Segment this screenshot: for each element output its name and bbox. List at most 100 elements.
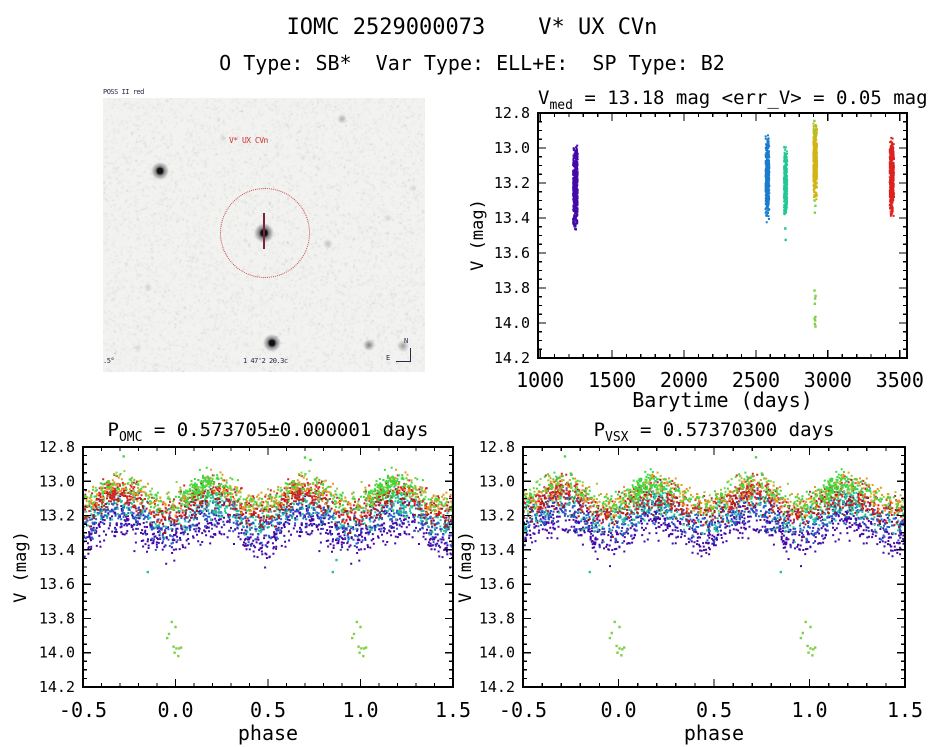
y-tick-label: 13.0 [479, 472, 515, 490]
y-tick-label: 13.0 [39, 472, 75, 490]
series-s-red [522, 472, 906, 526]
y-tick-label: 14.2 [39, 678, 75, 696]
y-tick-label: 13.2 [39, 507, 75, 525]
phase-omc-title-sub: OMC [118, 430, 143, 445]
phase-omc-xlabel: phase [237, 721, 299, 745]
y-tick-label: 13.0 [494, 139, 530, 157]
timeseries-title-sub: med [549, 98, 573, 113]
x-tick-label: 1.5 [435, 698, 471, 722]
x-tick-label: 0.0 [157, 698, 193, 722]
series-s-lightgreen [526, 474, 904, 520]
series-s-darkred [82, 481, 453, 535]
series-s-orange [85, 468, 454, 517]
y-tick-label: 13.4 [479, 541, 515, 559]
phase-vsx-ylabel: V (mag) [456, 531, 476, 603]
phase-vsx-title-post: = 0.57370300 days [628, 419, 835, 441]
y-tick-label: 12.8 [494, 104, 530, 122]
y-tick-label: 14.0 [39, 644, 75, 662]
series-s-darkred [522, 478, 905, 538]
series-s-teal [522, 480, 906, 543]
series-s-teal [82, 482, 454, 539]
y-tick-label: 13.2 [494, 174, 530, 192]
y-tick-label: 13.6 [494, 244, 530, 262]
outlier-points [166, 620, 368, 658]
cluster-epoch-3 [783, 145, 789, 216]
timeseries-ylabel: V (mag) [468, 199, 488, 271]
y-tick-label: 14.0 [479, 644, 515, 662]
axes-box [537, 112, 908, 359]
y-tick-label: 13.6 [479, 575, 515, 593]
outlier-points [784, 227, 787, 242]
plot-phase_vsx: -0.5 0.0 0.5 1.0 1.5 12.8 13.0 13.2 13.4 13.6 13.8… [479, 438, 923, 722]
series-s-green [522, 468, 905, 519]
outlier-points [608, 620, 817, 657]
fov-label: .5° [103, 357, 115, 365]
y-tick-label: 14.0 [494, 314, 530, 332]
finding-chart: POSS II red V* UX CVn 1 47'2 20.3c .5° N… [103, 88, 425, 372]
y-tick-label: 13.8 [39, 609, 75, 627]
outlier-points [122, 455, 312, 462]
phase-omc-title: POMC = 0.573705±0.000001 days [83, 419, 453, 445]
x-tick-label: 1.5 [887, 698, 923, 722]
phase-omc-title-pre: P [107, 419, 119, 441]
y-tick-label: 14.2 [479, 678, 515, 696]
outlier-points [588, 570, 782, 574]
compass-north-label: N [404, 337, 408, 345]
phase-vsx-xlabel: phase [683, 721, 745, 745]
outlier-points [146, 558, 338, 574]
page-title: IOMC 2529000073 V* UX CVn [286, 15, 658, 40]
y-tick-label: 13.4 [39, 541, 75, 559]
axes-box [82, 446, 454, 688]
timeseries-xlabel: Barytime (days) [632, 388, 813, 412]
phase-vsx-title-pre: P [593, 419, 606, 441]
target-circle [220, 188, 310, 278]
timeseries-title-pre: V [538, 87, 550, 109]
timeseries-title-post: = 13.18 mag <err_V> = 0.05 mag [572, 87, 928, 109]
y-tick-label: 13.2 [479, 507, 515, 525]
y-tick-label: 13.6 [39, 575, 75, 593]
y-tick-label: 12.8 [39, 438, 75, 456]
phase-omc-ylabel: V (mag) [11, 531, 31, 603]
phase-vsx-title: PVSX = 0.57370300 days [523, 419, 905, 445]
page-subtitle: O Type: SB* Var Type: ELL+E: SP Type: B2 [219, 51, 725, 75]
y-tick-label: 14.2 [494, 349, 530, 367]
coordinates-label: 1 47'2 20.3c [243, 357, 288, 365]
target-marker-line [263, 213, 265, 249]
x-tick-label: -0.5 [499, 698, 547, 722]
x-tick-label: 0.0 [600, 698, 636, 722]
outlier-points [563, 455, 758, 459]
compass-east-label: E [386, 354, 390, 362]
timeseries-title: Vmed = 13.18 mag <err_V> = 0.05 mag [538, 87, 928, 113]
series-s-purple [82, 495, 454, 569]
y-tick-label: 13.8 [479, 609, 515, 627]
plot-phase_omc: -0.5 0.0 0.5 1.0 1.5 12.8 13.0 13.2 13.4 13.6 13.8… [39, 438, 471, 722]
survey-label: POSS II red [103, 88, 144, 96]
y-tick-label: 13.4 [494, 209, 530, 227]
x-tick-label: 1.0 [791, 698, 827, 722]
phase-vsx-title-sub: VSX [605, 430, 629, 445]
outlier-points [813, 119, 817, 328]
compass-north-line-icon [410, 348, 411, 362]
plot-timeseries: 1000 1500 2000 2500 3000 350012.813.013.213.4… [494, 104, 924, 392]
series-s-blue [522, 487, 906, 549]
series-s-lightgreen [82, 470, 454, 513]
x-tick-label: 0.5 [250, 698, 286, 722]
compass-east-line-icon [396, 361, 410, 362]
y-tick-label: 12.8 [479, 438, 515, 456]
cluster-epoch-1 [572, 144, 579, 231]
series-s-red [82, 474, 453, 524]
cluster-epoch-5 [888, 136, 895, 217]
cluster-epoch-2 [764, 134, 771, 224]
target-name-label: V* UX CVn [229, 136, 268, 145]
phase-omc-title-post: = 0.573705±0.000001 days [142, 419, 429, 441]
series-s-purple [522, 495, 906, 568]
series-s-blue [82, 486, 454, 551]
series-s-orange [524, 471, 906, 517]
x-tick-label: -0.5 [59, 698, 107, 722]
axes-box [522, 446, 906, 688]
cluster-epoch-4 [812, 122, 819, 201]
x-tick-label: 1.0 [342, 698, 378, 722]
x-tick-label: 0.5 [696, 698, 732, 722]
y-tick-label: 13.8 [494, 279, 530, 297]
